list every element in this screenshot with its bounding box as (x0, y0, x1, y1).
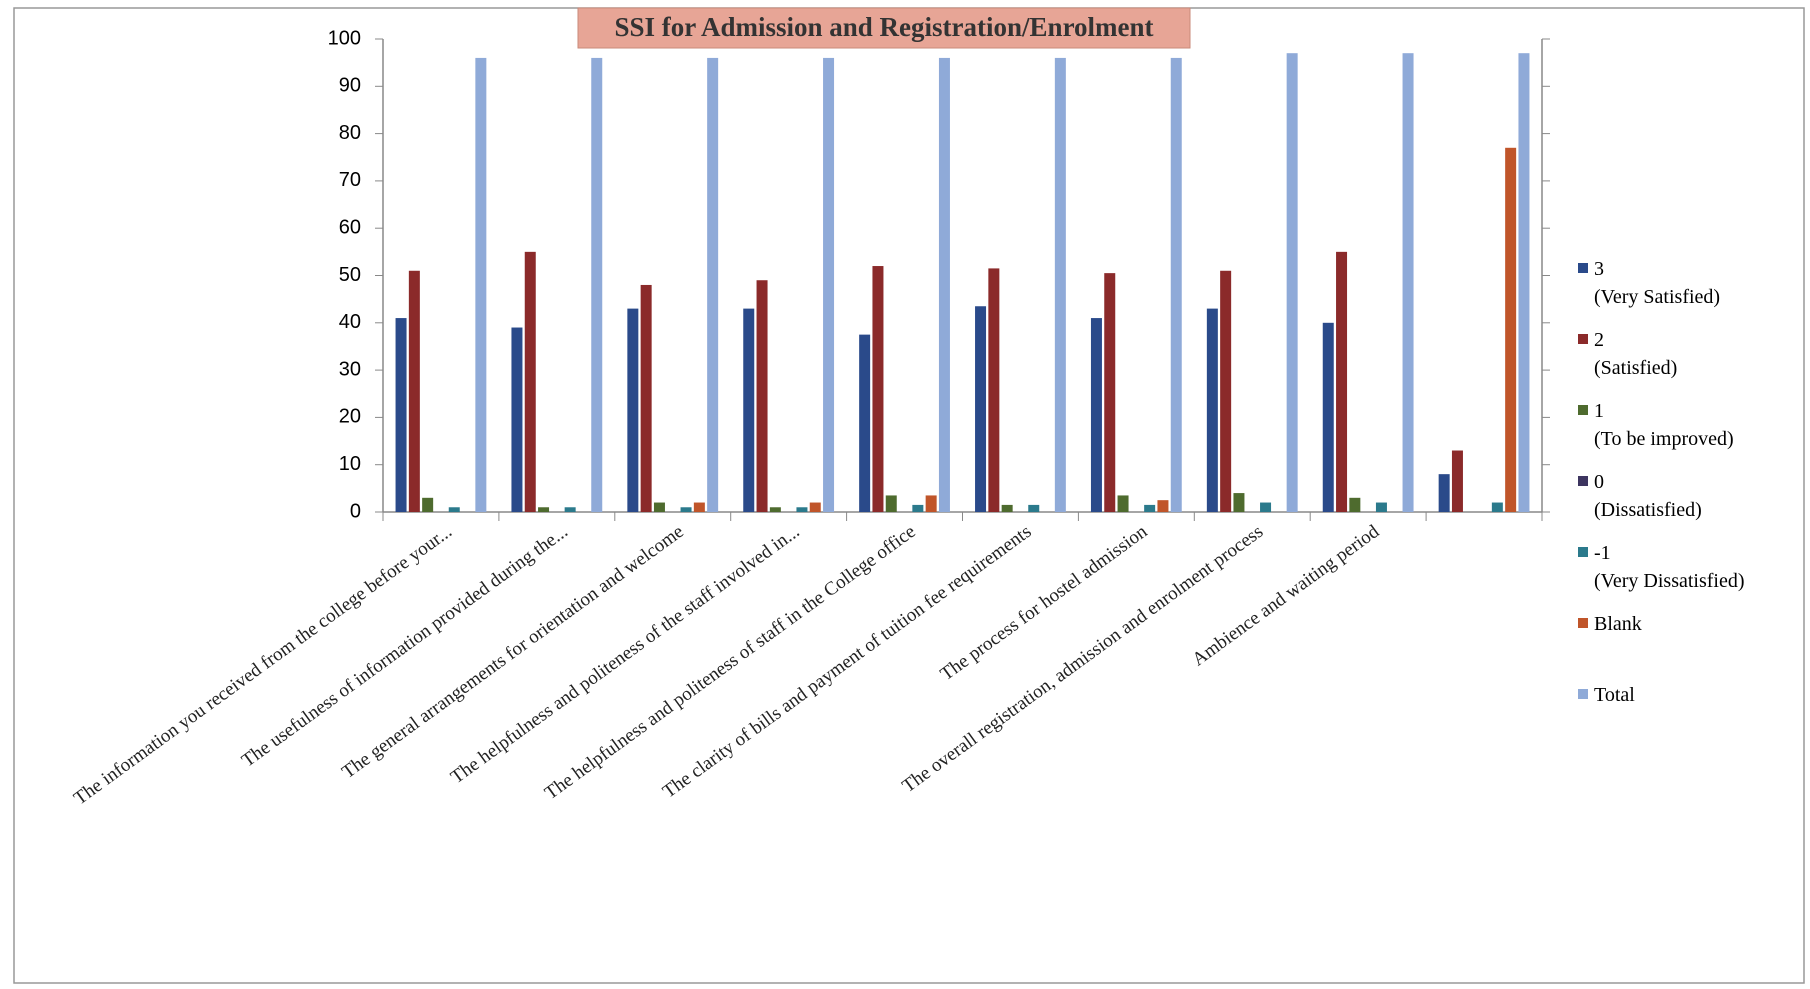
y-tick-label: 60 (339, 216, 361, 238)
bar (743, 308, 755, 512)
bar (1349, 497, 1361, 512)
legend-label: 1 (To be improved) (1594, 400, 1734, 450)
legend-label: 3 (Very Satisfied) (1594, 258, 1721, 308)
bar (1028, 504, 1040, 512)
bar (1505, 147, 1517, 513)
bar (1402, 53, 1414, 512)
legend-swatch (1578, 547, 1588, 557)
bar (796, 507, 808, 512)
bar (872, 266, 884, 512)
bar (1336, 251, 1348, 512)
bar (1322, 322, 1334, 512)
legend-swatch (1578, 689, 1588, 699)
bar (653, 502, 665, 512)
bar (640, 284, 652, 512)
bar (1491, 502, 1503, 512)
bar (885, 495, 897, 512)
bar (475, 57, 487, 513)
bar (564, 507, 576, 512)
bar (511, 327, 523, 512)
y-tick-label: 20 (339, 406, 361, 428)
bar (538, 507, 550, 512)
legend-swatch (1578, 476, 1588, 486)
bar (1170, 57, 1182, 513)
bar (408, 270, 420, 512)
bar (912, 504, 924, 512)
bar (707, 57, 719, 513)
bar (1518, 53, 1530, 512)
chart-border (13, 7, 1805, 984)
legend-item: 0 (Dissatisfied) (1578, 468, 1808, 539)
bar (1054, 57, 1066, 513)
bar (395, 318, 407, 512)
bar (1104, 273, 1116, 512)
bar (1375, 502, 1387, 512)
y-tick-label: 40 (339, 311, 361, 333)
bar (680, 507, 692, 512)
bar (422, 497, 434, 512)
legend-label: 2 (Satisfied) (1594, 329, 1678, 379)
y-tick-label: 80 (339, 122, 361, 144)
y-tick-label: 0 (350, 500, 361, 522)
legend-item: -1 (Very Dissatisfied) (1578, 539, 1808, 610)
legend-label: -1 (Very Dissatisfied) (1594, 542, 1745, 592)
bar (988, 268, 1000, 512)
bar (975, 306, 987, 512)
legend-label: Blank (1594, 613, 1642, 635)
legend-item: Total (1578, 681, 1808, 752)
bar (823, 57, 835, 513)
bar (756, 280, 768, 512)
legend-item: 1 (To be improved) (1578, 397, 1808, 468)
bar (769, 507, 781, 512)
y-tick-label: 70 (339, 169, 361, 191)
bar (524, 251, 536, 512)
bar (1090, 318, 1102, 512)
bar (693, 502, 705, 512)
legend-item: 2 (Satisfied) (1578, 326, 1808, 397)
title-box (577, 7, 1191, 49)
chart-title: SSI for Admission and Registration/Enrol… (614, 12, 1153, 42)
x-tick-label: The process for hostel admission (937, 521, 1152, 685)
y-tick-label: 50 (339, 264, 361, 286)
legend-item: Blank (1578, 610, 1808, 681)
bar (1451, 450, 1463, 512)
bar (1438, 474, 1450, 512)
bar (627, 308, 639, 512)
bar (1144, 504, 1156, 512)
bar (591, 57, 603, 513)
legend-label: Total (1594, 684, 1635, 706)
bar (809, 502, 821, 512)
bar (1260, 502, 1272, 512)
bar (925, 495, 937, 512)
bar (1117, 495, 1129, 512)
x-tick-label: Ambience and waiting period (1188, 521, 1383, 671)
legend-swatch (1578, 618, 1588, 628)
legend-item: 3 (Very Satisfied) (1578, 255, 1808, 326)
bar (938, 57, 950, 513)
bar (859, 334, 871, 512)
bar (448, 507, 460, 512)
y-tick-label: 90 (339, 75, 361, 97)
bar (1001, 504, 1013, 512)
bar (1206, 308, 1218, 512)
bar (1233, 493, 1245, 512)
legend-swatch (1578, 263, 1588, 273)
x-tick-label: The information you received from the co… (70, 521, 456, 809)
legend-swatch (1578, 405, 1588, 415)
y-tick-label: 100 (328, 27, 361, 49)
legend: 3 (Very Satisfied) 2 (Satisfied) 1 (To be … (1578, 255, 1808, 752)
bar (1220, 270, 1232, 512)
legend-swatch (1578, 334, 1588, 344)
bar (1157, 500, 1169, 512)
y-tick-label: 10 (339, 453, 361, 475)
y-tick-label: 30 (339, 358, 361, 380)
legend-label: 0 (Dissatisfied) (1594, 471, 1702, 521)
bar (1286, 53, 1298, 512)
